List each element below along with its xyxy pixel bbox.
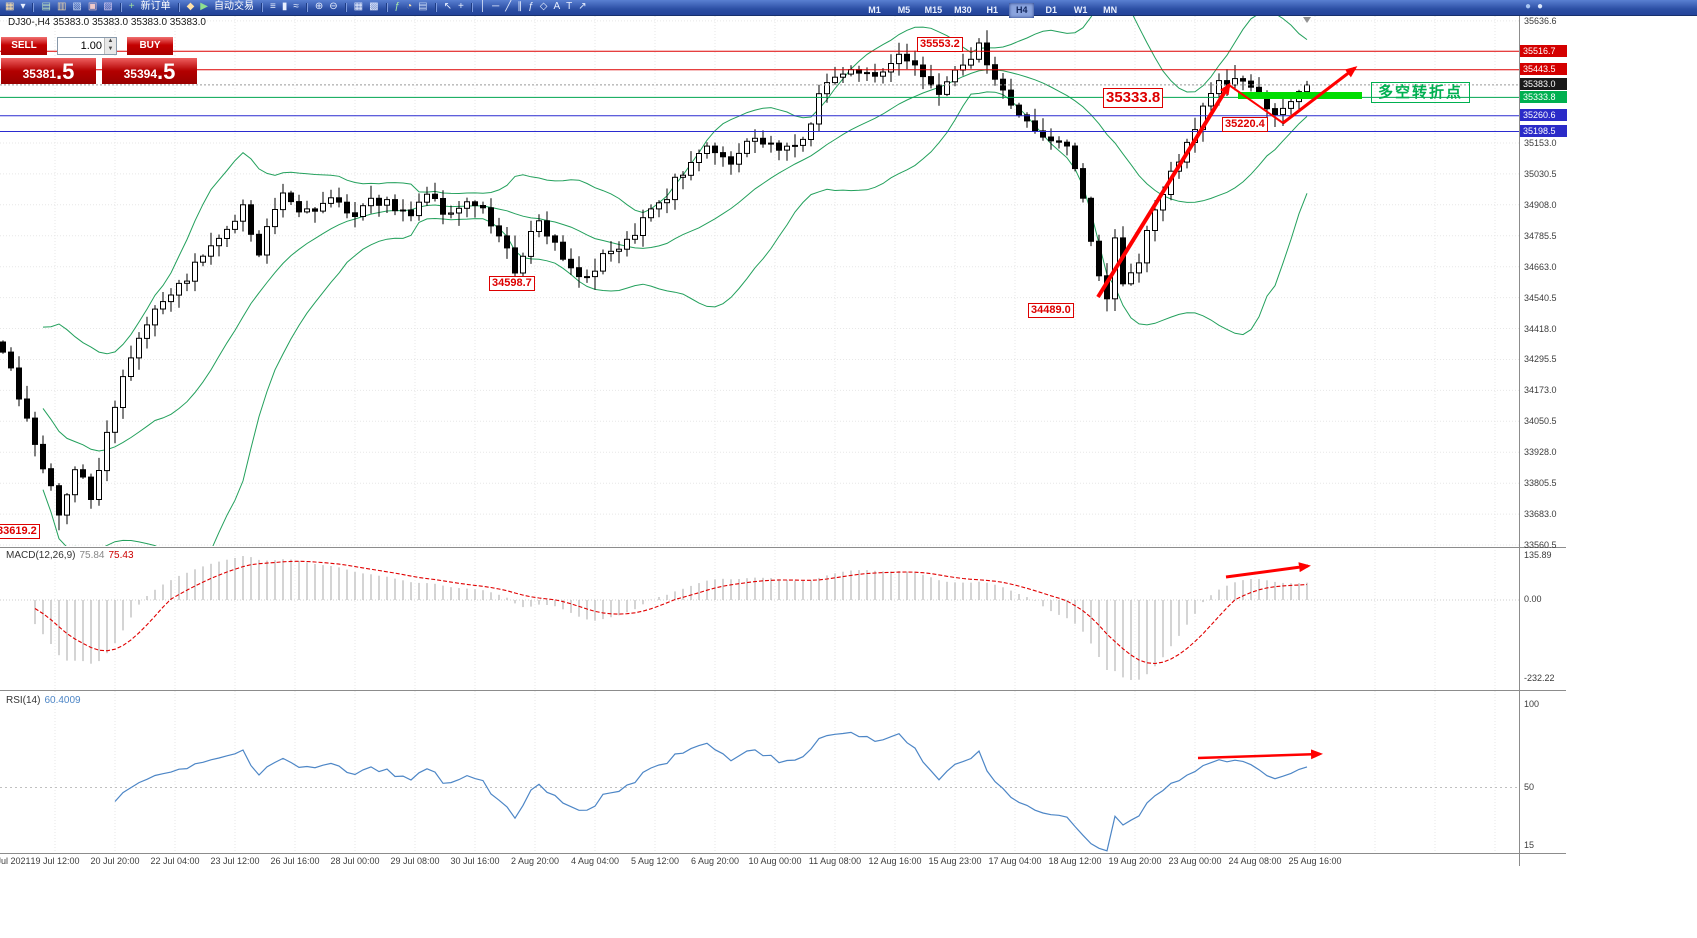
timeframe-d1[interactable]: D1 bbox=[1045, 5, 1057, 15]
text-icon[interactable]: A bbox=[553, 1, 561, 12]
bar-chart-icon[interactable]: ≡ bbox=[270, 1, 276, 12]
symbol-ohlc-header: DJ30-,H4 35383.0 35383.0 35383.0 35383.0 bbox=[8, 17, 206, 28]
strategy-tester-icon[interactable]: ▨ bbox=[103, 1, 113, 12]
price-panel bbox=[0, 16, 1519, 546]
templates-icon[interactable]: ▤ bbox=[418, 1, 428, 12]
indicators-icon[interactable]: ƒ bbox=[394, 1, 401, 12]
buy-button[interactable]: BUY bbox=[127, 37, 173, 55]
timeframe-mn[interactable]: MN bbox=[1103, 5, 1118, 15]
trend-arrow bbox=[1282, 66, 1358, 125]
timeframe-m1[interactable]: M1 bbox=[868, 5, 881, 15]
trendline-icon[interactable]: ╱ bbox=[505, 1, 512, 12]
bid-price-fraction: .5 bbox=[56, 59, 75, 84]
toolbar-separator bbox=[470, 3, 473, 12]
toolbar-left-group: ▦ ▾ ▤ ▥ ▧ ▣ ▨ + 新订单 ◆ ▶ 自动交易 ≡ ▮ ≈ ⊕ ⊖ ▦ ▩ ƒ ◔ ▤ ↖ + │ ─ ╱ ∥ ƒ ◇ A T ↗ bbox=[2, 0, 590, 18]
metaeditor-icon[interactable]: ◆ bbox=[186, 1, 195, 12]
rsi-line bbox=[114, 731, 1308, 852]
ask-price[interactable]: 35394.5 bbox=[102, 58, 197, 84]
trend-arrow bbox=[1096, 82, 1231, 299]
toolbar-separator bbox=[32, 3, 35, 12]
toolbar-separator bbox=[305, 3, 308, 12]
toolbar-separator bbox=[434, 3, 437, 12]
volume-up-icon[interactable]: ▲ bbox=[105, 38, 116, 46]
macd-value-signal: 75.43 bbox=[108, 550, 134, 561]
toolbar-separator bbox=[344, 3, 347, 12]
grid-icon[interactable]: ▩ bbox=[369, 1, 379, 12]
rsi-panel bbox=[0, 731, 1519, 852]
auto-arrange-icon[interactable]: ▦ bbox=[353, 1, 364, 12]
toolbar-right-group: ● ● bbox=[1522, 0, 1546, 18]
grid-layer bbox=[0, 16, 1519, 853]
equidistant-channel-icon[interactable]: ∥ bbox=[517, 1, 523, 12]
support-zone-highlight bbox=[1238, 92, 1362, 99]
ask-price-fraction: .5 bbox=[157, 59, 176, 84]
terminal-icon[interactable]: ▣ bbox=[87, 1, 98, 12]
cursor-icon[interactable]: ↖ bbox=[443, 1, 452, 12]
volume-field: ▲ ▼ bbox=[57, 37, 117, 55]
timeframe-toolbar: M1 M5 M15 M30 H1 H4 D1 W1 MN bbox=[862, 0, 1123, 18]
trend-arrow bbox=[1225, 562, 1311, 579]
bid-price[interactable]: 35381.5 bbox=[1, 58, 96, 84]
timeframe-m15[interactable]: M15 bbox=[924, 5, 943, 15]
bid-price-main: 35381 bbox=[22, 67, 56, 81]
crosshair-icon[interactable]: + bbox=[458, 1, 464, 12]
shapes-icon[interactable]: ◇ bbox=[539, 1, 548, 12]
line-chart-icon[interactable]: ≈ bbox=[293, 1, 299, 12]
bollinger-band bbox=[42, 91, 1308, 546]
new-order-icon[interactable]: + bbox=[128, 1, 135, 12]
chart-dropdown-icon[interactable]: ▾ bbox=[20, 1, 26, 12]
candlestick-chart-icon[interactable]: ▮ bbox=[281, 1, 288, 12]
text-label-icon[interactable]: T bbox=[566, 1, 573, 12]
trend-arrow bbox=[1197, 749, 1323, 760]
zoom-in-icon[interactable]: ⊕ bbox=[314, 1, 324, 12]
turning-point-note[interactable]: 多空转折点 bbox=[1371, 82, 1471, 103]
timeframe-w1[interactable]: W1 bbox=[1073, 5, 1088, 15]
macd-indicator-label: MACD(12,26,9) 75.84 75.43 bbox=[6, 550, 134, 561]
volume-input[interactable] bbox=[58, 38, 104, 54]
macd-name: MACD(12,26,9) bbox=[6, 550, 76, 561]
bollinger-band bbox=[42, 69, 1308, 452]
panel-separators bbox=[0, 15, 1566, 866]
arrows-tool-icon[interactable]: ↗ bbox=[578, 1, 587, 12]
sell-button[interactable]: SELL bbox=[1, 37, 47, 55]
timeframe-h4[interactable]: H4 bbox=[1009, 3, 1035, 18]
macd-panel bbox=[0, 556, 1519, 680]
periods-icon[interactable]: ◔ bbox=[406, 1, 413, 12]
rsi-value: 60.4009 bbox=[44, 695, 81, 706]
toolbar-separator bbox=[119, 3, 122, 12]
timeframe-m30[interactable]: M30 bbox=[954, 5, 972, 15]
new-order-button[interactable]: 新订单 bbox=[140, 1, 171, 12]
zoom-out-icon[interactable]: ⊖ bbox=[329, 1, 338, 12]
rsi-indicator-label: RSI(14) 60.4009 bbox=[6, 695, 81, 706]
market-watch-icon[interactable]: ▤ bbox=[41, 1, 51, 12]
data-window-icon[interactable]: ▥ bbox=[56, 1, 67, 12]
volume-down-icon[interactable]: ▼ bbox=[105, 46, 116, 54]
chart-shift-marker bbox=[1303, 17, 1311, 23]
new-chart-icon[interactable]: ▦ bbox=[5, 1, 15, 12]
navigator-icon[interactable]: ▧ bbox=[72, 1, 82, 12]
trend-arrows bbox=[1096, 66, 1358, 760]
toolbar: ▦ ▾ ▤ ▥ ▧ ▣ ▨ + 新订单 ◆ ▶ 自动交易 ≡ ▮ ≈ ⊕ ⊖ ▦ ▩ ƒ ◔ ▤ ↖ + │ ─ ╱ ∥ ƒ ◇ A T ↗ M… bbox=[0, 0, 1697, 18]
timeframe-m5[interactable]: M5 bbox=[897, 5, 911, 15]
horizontal-line-icon[interactable]: ─ bbox=[492, 1, 500, 12]
macd-signal-line bbox=[34, 560, 1308, 665]
autotrade-icon[interactable]: ▶ bbox=[200, 1, 208, 12]
macd-value-main: 75.84 bbox=[79, 550, 105, 561]
trend-arrow bbox=[1228, 84, 1284, 124]
ask-price-main: 35394 bbox=[123, 67, 157, 81]
quotes-icon[interactable]: ● bbox=[1525, 1, 1532, 12]
fibonacci-icon[interactable]: ƒ bbox=[528, 1, 534, 12]
rsi-name: RSI(14) bbox=[6, 695, 41, 706]
alerts-icon[interactable]: ● bbox=[1537, 1, 1544, 12]
timeframe-h1[interactable]: H1 bbox=[986, 5, 999, 15]
autotrade-button[interactable]: 自动交易 bbox=[214, 1, 254, 12]
toolbar-separator bbox=[261, 3, 263, 12]
one-click-trading-panel: SELL ▲ ▼ BUY 35381.5 35394.5 bbox=[1, 37, 197, 84]
vertical-line-icon[interactable]: │ bbox=[479, 1, 487, 12]
volume-spinner[interactable]: ▲ ▼ bbox=[104, 38, 116, 54]
toolbar-separator bbox=[385, 3, 388, 12]
toolbar-separator bbox=[177, 3, 180, 12]
